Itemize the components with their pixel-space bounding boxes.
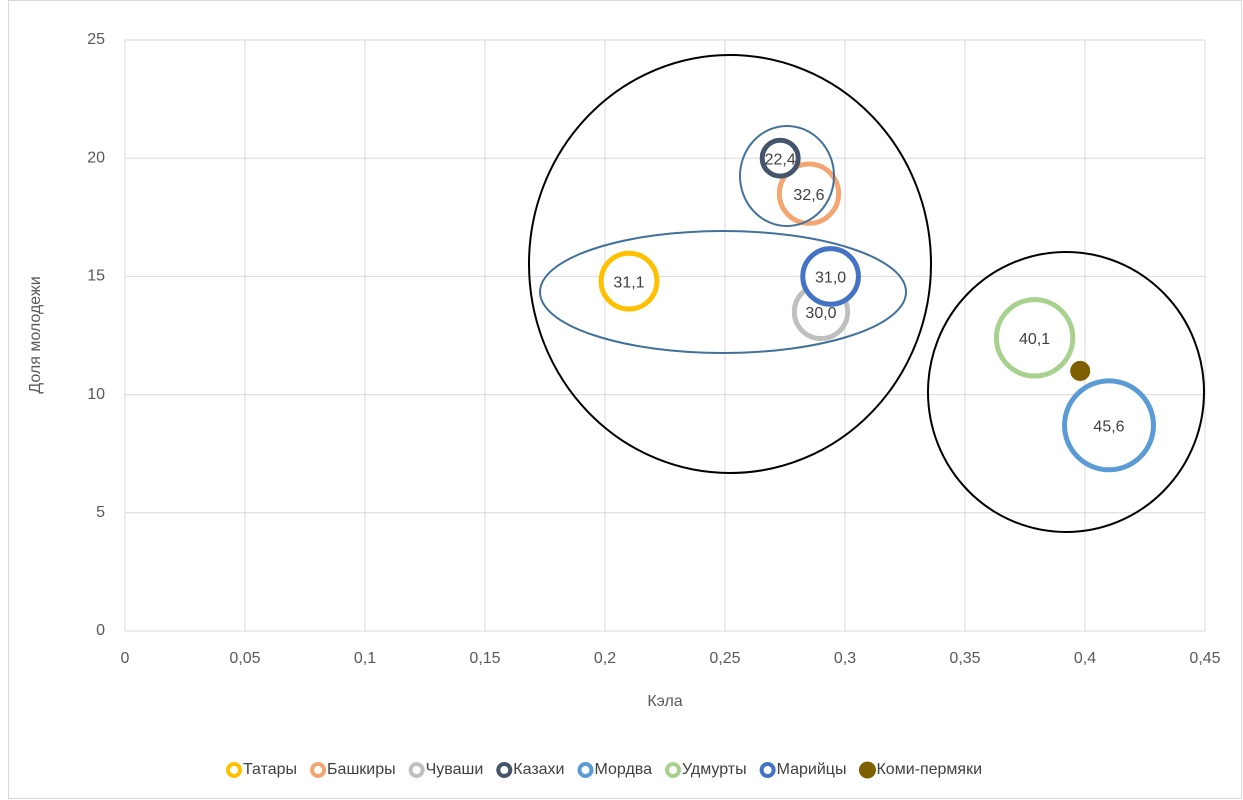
- y-tick-label: 15: [87, 268, 105, 285]
- y-tick-label: 5: [96, 504, 105, 521]
- group-outline: [739, 125, 835, 227]
- legend-marker: [310, 762, 327, 778]
- legend-marker: [577, 762, 594, 778]
- data-label: 30,0: [805, 305, 836, 322]
- group-outline: [539, 230, 907, 354]
- legend-label: Башкиры: [327, 761, 396, 778]
- x-tick-label: 0,25: [709, 650, 740, 667]
- data-label: 31,0: [815, 270, 846, 287]
- data-label: 32,6: [793, 187, 824, 204]
- group-outline: [927, 251, 1205, 533]
- chart-border: [8, 0, 1242, 799]
- legend-label: Марийцы: [777, 761, 847, 778]
- x-tick-label: 0,05: [229, 650, 260, 667]
- group-outline: [528, 54, 932, 474]
- legend-marker: [496, 762, 513, 778]
- legend-label: Чуваши: [426, 761, 484, 778]
- bubble: [598, 250, 660, 312]
- bubble: [1062, 378, 1156, 473]
- legend-marker: [858, 761, 876, 779]
- x-tick-label: 0,2: [594, 650, 616, 667]
- legend-marker: [665, 762, 681, 778]
- legend-label: Татары: [243, 761, 297, 778]
- legend-label: Коми-пермяки: [876, 761, 982, 778]
- y-tick-label: 25: [87, 31, 105, 48]
- legend-marker: [759, 762, 776, 778]
- data-label: 31,1: [613, 274, 644, 291]
- legend-label: Казахи: [513, 761, 564, 778]
- x-tick-label: 0,4: [1074, 650, 1096, 667]
- x-tick-label: 0,3: [834, 650, 856, 667]
- x-tick-label: 0,15: [469, 650, 500, 667]
- x-tick-label: 0: [121, 650, 130, 667]
- legend-marker: [408, 762, 425, 778]
- legend-marker: [226, 762, 242, 778]
- data-label: 45,6: [1093, 419, 1124, 436]
- legend-label: Мордва: [595, 761, 653, 778]
- bubble: [800, 246, 861, 307]
- y-axis-label: Доля молодежи: [27, 276, 44, 393]
- y-tick-label: 0: [96, 622, 105, 639]
- x-tick-label: 0,1: [354, 650, 376, 667]
- x-axis-label: Кэла: [647, 693, 682, 710]
- data-label: 22,4: [765, 151, 796, 168]
- x-tick-label: 0,35: [949, 650, 980, 667]
- y-tick-label: 10: [87, 386, 105, 403]
- x-tick-label: 0,45: [1189, 650, 1220, 667]
- bubble: [1070, 360, 1091, 381]
- data-label: 40,1: [1019, 331, 1050, 348]
- bubble: [759, 137, 801, 179]
- legend-label: Удмурты: [682, 761, 747, 778]
- y-tick-label: 20: [87, 149, 105, 166]
- bubble: [993, 297, 1076, 379]
